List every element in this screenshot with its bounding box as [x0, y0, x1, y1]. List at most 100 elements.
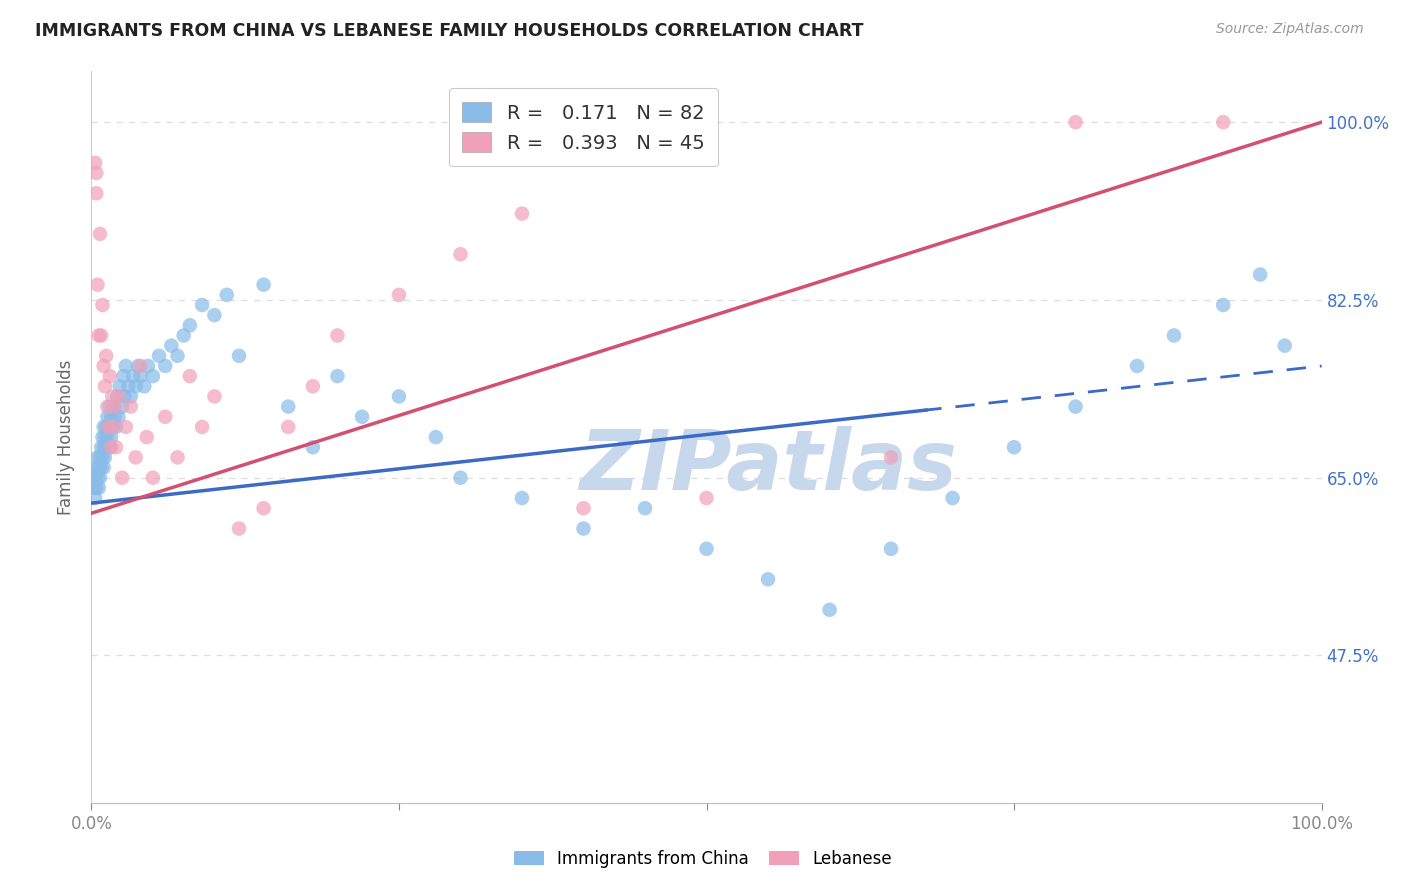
Point	[94, 379, 117, 393]
Point	[818, 603, 841, 617]
Point	[100, 440, 122, 454]
Point	[86, 186, 108, 201]
Point	[215, 288, 238, 302]
Point	[86, 166, 108, 180]
Point	[1126, 359, 1149, 373]
Point	[114, 359, 138, 373]
Point	[104, 409, 127, 424]
Point	[87, 460, 110, 475]
Point	[97, 420, 120, 434]
Point	[96, 400, 118, 414]
Point	[1163, 328, 1185, 343]
Point	[83, 481, 105, 495]
Point	[104, 400, 127, 414]
Point	[103, 400, 125, 414]
Point	[87, 328, 110, 343]
Point	[1212, 115, 1234, 129]
Point	[166, 349, 188, 363]
Point	[114, 389, 136, 403]
Point	[179, 318, 201, 333]
Point	[228, 349, 250, 363]
Point	[91, 450, 114, 465]
Point	[134, 379, 156, 393]
Point	[572, 521, 595, 535]
Point	[124, 450, 146, 465]
Point	[191, 420, 214, 434]
Point	[93, 440, 115, 454]
Point	[142, 471, 165, 485]
Point	[253, 277, 276, 292]
Point	[111, 400, 134, 414]
Point	[94, 430, 117, 444]
Point	[101, 420, 124, 434]
Point	[87, 481, 110, 495]
Point	[1002, 440, 1025, 454]
Point	[880, 450, 903, 465]
Point	[86, 450, 108, 465]
Point	[449, 247, 471, 261]
Point	[112, 369, 135, 384]
Point	[91, 430, 114, 444]
Point	[129, 359, 152, 373]
Point	[114, 420, 138, 434]
Y-axis label: Family Households: Family Households	[58, 359, 76, 515]
Point	[1249, 268, 1271, 282]
Point	[91, 298, 114, 312]
Point	[107, 409, 129, 424]
Point	[388, 389, 411, 403]
Point	[695, 491, 717, 505]
Point	[880, 541, 903, 556]
Point	[120, 389, 142, 403]
Point	[96, 440, 117, 454]
Point	[98, 369, 121, 384]
Point	[86, 460, 108, 475]
Point	[96, 430, 118, 444]
Point	[153, 359, 177, 373]
Point	[425, 430, 447, 444]
Point	[98, 400, 121, 414]
Point	[572, 501, 595, 516]
Point	[127, 359, 149, 373]
Point	[86, 277, 108, 292]
Point	[93, 460, 115, 475]
Point	[89, 227, 111, 241]
Text: IMMIGRANTS FROM CHINA VS LEBANESE FAMILY HOUSEHOLDS CORRELATION CHART: IMMIGRANTS FROM CHINA VS LEBANESE FAMILY…	[35, 22, 863, 40]
Point	[695, 541, 717, 556]
Point	[96, 349, 117, 363]
Point	[105, 389, 128, 403]
Point	[135, 430, 157, 444]
Point	[90, 440, 112, 454]
Point	[100, 430, 122, 444]
Legend: R =   0.171   N = 82, R =   0.393   N = 45: R = 0.171 N = 82, R = 0.393 N = 45	[449, 88, 718, 167]
Point	[136, 359, 159, 373]
Point	[1064, 400, 1087, 414]
Point	[388, 288, 411, 302]
Point	[84, 491, 107, 505]
Point	[93, 359, 115, 373]
Point	[96, 409, 118, 424]
Point	[90, 328, 112, 343]
Point	[166, 450, 188, 465]
Point	[84, 471, 107, 485]
Point	[510, 491, 533, 505]
Legend: Immigrants from China, Lebanese: Immigrants from China, Lebanese	[508, 844, 898, 875]
Point	[142, 369, 165, 384]
Text: Source: ZipAtlas.com: Source: ZipAtlas.com	[1216, 22, 1364, 37]
Point	[108, 379, 131, 393]
Point	[153, 409, 177, 424]
Point	[941, 491, 963, 505]
Point	[107, 389, 129, 403]
Point	[173, 328, 195, 343]
Point	[94, 450, 117, 465]
Point	[277, 400, 299, 414]
Point	[122, 369, 145, 384]
Point	[1212, 298, 1234, 312]
Point	[449, 471, 471, 485]
Point	[105, 440, 127, 454]
Point	[148, 349, 170, 363]
Point	[179, 369, 201, 384]
Point	[191, 298, 214, 312]
Point	[326, 369, 349, 384]
Point	[96, 420, 117, 434]
Point	[634, 501, 657, 516]
